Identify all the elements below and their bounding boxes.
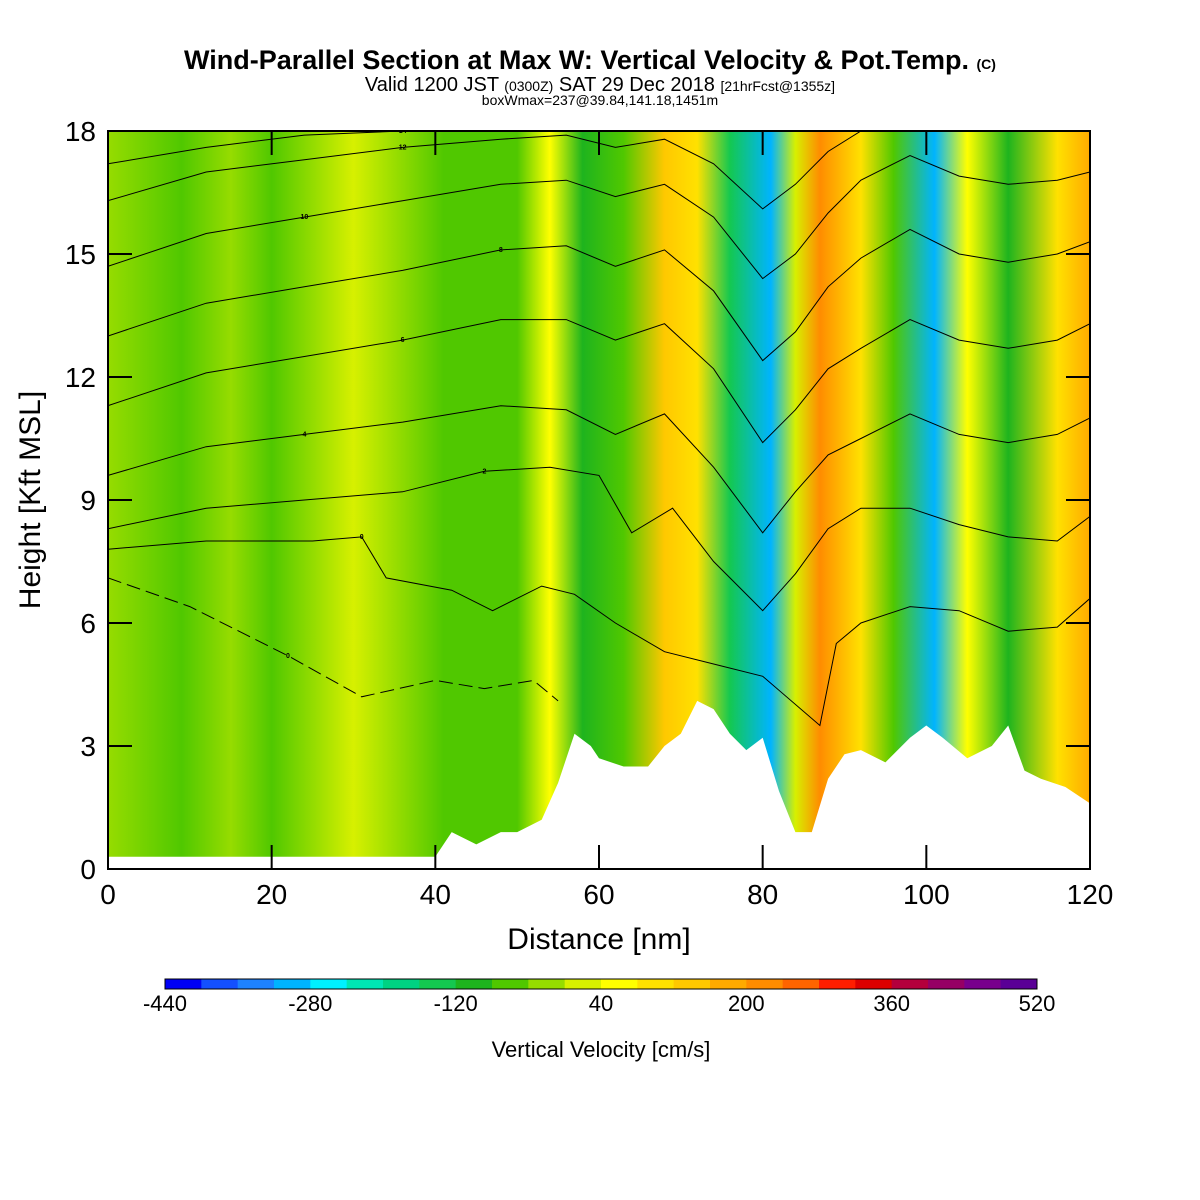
colorbar-tick-label: 200 [728, 991, 765, 1016]
colorbar-swatch [237, 979, 275, 989]
colorbar-swatch [528, 979, 566, 989]
colorbar-swatch [891, 979, 929, 989]
colorbar-swatch [201, 979, 239, 989]
colorbar-swatch [710, 979, 747, 989]
x-tick-label: 0 [100, 879, 116, 910]
colorbar-swatch [1000, 979, 1038, 989]
theta-contour [108, 131, 862, 210]
contour-label: 0 [360, 534, 364, 541]
x-tick-label: 80 [747, 879, 778, 910]
x-tick-label: 100 [903, 879, 950, 910]
contour-label: 6 [401, 337, 405, 344]
colorbar-swatch [419, 979, 457, 989]
colorbar-tick-label: 360 [873, 991, 910, 1016]
colorbar-swatch [601, 979, 638, 989]
colorbar-frame [164, 978, 1038, 990]
theta-contour [108, 405, 1090, 534]
colorbar-swatch [964, 979, 1002, 989]
colorbar-tick-label: -120 [434, 991, 478, 1016]
colorbar-swatch [455, 979, 493, 989]
y-tick-label: 9 [80, 485, 96, 516]
theta-contour [108, 319, 1090, 444]
colorbar-swatch [746, 979, 784, 989]
theta-contour [108, 466, 1090, 612]
theta-contour [108, 131, 403, 165]
colorbar-tick-label: -280 [288, 991, 332, 1016]
colorbar-tick-label: 520 [1019, 991, 1056, 1016]
x-tick-label: 120 [1067, 879, 1114, 910]
colorbar-swatch [637, 979, 675, 989]
potential-temperature-contours: 0 0 2 4 6 8 10 12 14 [108, 128, 1090, 727]
colorbar-tick-label: -440 [143, 991, 187, 1016]
theta-contour [108, 155, 1090, 280]
colorbar-swatch [383, 979, 420, 989]
y-tick-label: 15 [65, 239, 96, 270]
x-tick-label: 40 [420, 879, 451, 910]
contour-label: 12 [399, 144, 407, 151]
colorbar-label: Vertical Velocity [cm/s] [492, 1037, 711, 1062]
contour-label: 8 [499, 247, 503, 254]
colorbar-swatch [274, 979, 311, 989]
colorbar-swatch [928, 979, 965, 989]
chart-title: Wind-Parallel Section at Max W: Vertical… [184, 45, 996, 75]
chart-subtitle: Valid 1200 JST (0300Z) SAT 29 Dec 2018 [… [365, 74, 835, 96]
contour-label: 10 [301, 214, 309, 221]
theta-contour [108, 228, 1090, 362]
contour-label: 0 [286, 653, 290, 660]
y-tick-label: 3 [80, 731, 96, 762]
y-tick-label: 12 [65, 362, 96, 393]
y-axis-label: Height [Kft MSL] [14, 391, 47, 609]
x-tick-label: 20 [256, 879, 287, 910]
contour-label: 2 [482, 468, 486, 475]
x-tick-label: 60 [583, 879, 614, 910]
y-tick-label: 6 [80, 608, 96, 639]
colorbar-swatch [492, 979, 529, 989]
colorbar-swatch [165, 979, 202, 989]
contour-label: 4 [302, 431, 306, 438]
theta-contour [108, 536, 1090, 727]
colorbar-swatch [819, 979, 856, 989]
plot-area: 0 0 2 4 6 8 10 12 14 [108, 128, 1090, 869]
colorbar-tick-label: 40 [589, 991, 613, 1016]
colorbar-swatch [855, 979, 893, 989]
colorbar-swatch [310, 979, 348, 989]
colorbar-swatch [673, 979, 711, 989]
colorbar: -440 -280 -120 40 200 360 520 [143, 978, 1056, 1016]
contour-label: 14 [399, 128, 407, 135]
colorbar-swatch [564, 979, 602, 989]
box-info: boxWmax=237@39.84,141.18,1451m [482, 92, 718, 108]
terrain [108, 700, 1090, 869]
theta-contour [108, 577, 559, 702]
y-tick-label: 0 [80, 854, 96, 885]
colorbar-swatch [782, 979, 820, 989]
y-tick-label: 18 [65, 116, 96, 147]
colorbar-swatch [346, 979, 384, 989]
x-axis-label: Distance [nm] [507, 923, 690, 956]
